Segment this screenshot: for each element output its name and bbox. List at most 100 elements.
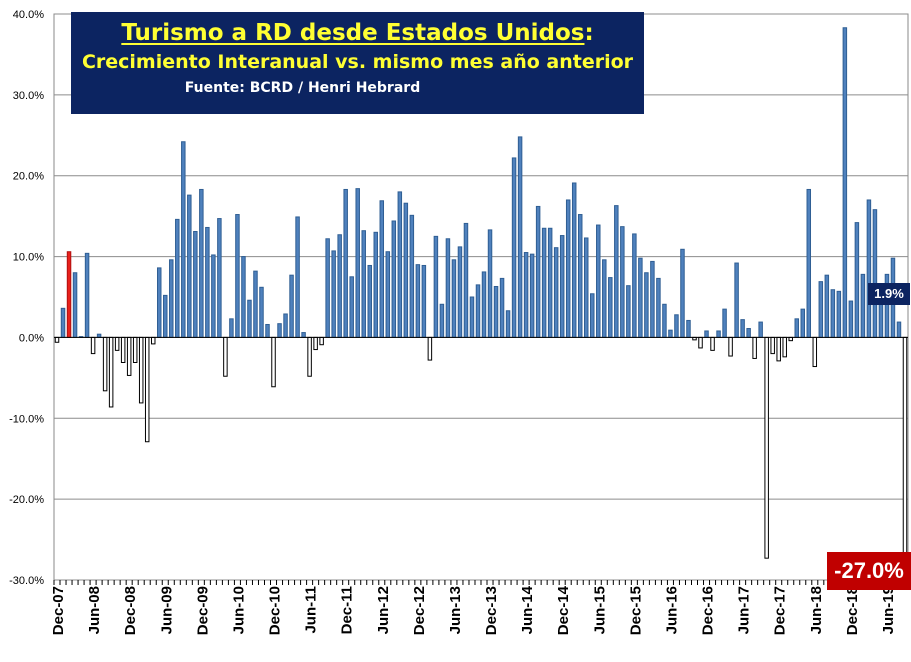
- bar: [229, 318, 234, 338]
- bar: [343, 188, 348, 338]
- bar: [84, 252, 90, 338]
- bar: [319, 336, 324, 346]
- x-tick-label: Jun-08: [86, 586, 103, 634]
- y-axis: -30.0% -20.0% -10.0% 0.0% 10.0% 20.0% 30.0% 40.…: [9, 9, 44, 587]
- y-tick-label: 30.0%: [13, 90, 44, 102]
- bar: [764, 336, 769, 559]
- bar: [517, 136, 523, 338]
- bar: [138, 336, 144, 404]
- bar: [662, 303, 667, 338]
- bar: [505, 310, 511, 338]
- bar: [752, 336, 757, 359]
- x-tick-label: Jun-10: [230, 586, 247, 634]
- bar: [307, 336, 312, 377]
- bar: [433, 235, 439, 338]
- bar: [770, 336, 775, 355]
- chart-title-text: Turismo a RD desde Estados Unidos: [121, 20, 585, 46]
- bar: [409, 214, 415, 338]
- bar: [247, 299, 252, 338]
- bar: [806, 188, 812, 338]
- bar: [710, 336, 715, 351]
- bar: [241, 256, 246, 338]
- bar: [295, 216, 300, 338]
- bar: [271, 336, 276, 388]
- x-tick-label: Jun-17: [736, 586, 753, 634]
- bar: [283, 313, 288, 338]
- bar: [253, 270, 258, 338]
- bar: [602, 259, 607, 338]
- bar: [265, 323, 270, 338]
- bar: [187, 194, 192, 338]
- bar: [481, 271, 487, 338]
- bar: [680, 248, 685, 338]
- bar: [794, 318, 799, 338]
- bar: [854, 222, 860, 338]
- bar: [818, 281, 824, 338]
- x-tick-label: Jun-12: [375, 586, 392, 634]
- y-tick-label: 0.0%: [19, 332, 44, 344]
- bar: [553, 247, 559, 338]
- bar: [120, 336, 126, 363]
- bar: [620, 226, 625, 338]
- bar: [397, 191, 403, 338]
- bar: [698, 336, 703, 349]
- bar: [758, 321, 763, 338]
- bar: [54, 336, 60, 343]
- bar: [301, 332, 306, 338]
- bar: [475, 284, 481, 338]
- bar: [656, 277, 661, 338]
- y-tick-label: -20.0%: [9, 494, 44, 506]
- bar: [559, 235, 565, 338]
- y-tick-label: 10.0%: [13, 252, 44, 264]
- x-tick-label: Dec-17: [772, 586, 789, 635]
- bar: [126, 336, 132, 376]
- bar: [734, 262, 739, 338]
- bar: [565, 199, 571, 338]
- bar: [848, 300, 854, 338]
- bar: [379, 200, 385, 338]
- bar: [439, 303, 445, 338]
- bar: [259, 286, 264, 338]
- bar: [217, 218, 222, 338]
- x-tick-label: Dec-12: [411, 586, 428, 635]
- min-value-callout: -27.0%: [827, 552, 911, 590]
- bar: [596, 224, 601, 338]
- bar: [644, 272, 649, 338]
- bar: [66, 251, 72, 338]
- bar: [529, 253, 535, 338]
- bar: [493, 285, 499, 338]
- bar: [776, 336, 781, 362]
- bar: [577, 214, 583, 338]
- x-tick-label: Dec-15: [627, 586, 644, 635]
- bar: [800, 308, 806, 338]
- bar: [728, 336, 733, 357]
- bar: [547, 227, 553, 338]
- y-tick-label: -10.0%: [9, 413, 44, 425]
- bar: [487, 229, 493, 338]
- bar: [157, 267, 162, 338]
- x-tick-label: Dec-13: [483, 586, 500, 635]
- x-tick-label: Jun-13: [447, 586, 464, 634]
- bar: [403, 202, 409, 338]
- bar: [608, 277, 613, 338]
- x-tick-label: Jun-11: [303, 586, 320, 634]
- bar: [114, 336, 120, 351]
- bar: [674, 314, 679, 338]
- bar: [108, 336, 114, 408]
- bar: [686, 319, 691, 338]
- bar: [211, 254, 216, 338]
- x-tick-label: Jun-16: [663, 586, 680, 634]
- bar: [373, 231, 379, 338]
- bar: [590, 293, 595, 338]
- bar: [223, 336, 228, 377]
- bar: [150, 336, 156, 345]
- bar: [349, 276, 354, 338]
- chart-subtitle: Crecimiento Interanual vs. mismo mes año…: [81, 51, 634, 73]
- bar: [102, 336, 108, 392]
- bar: [451, 259, 457, 338]
- bar: [499, 277, 505, 338]
- bar: [60, 307, 66, 338]
- bar: [313, 336, 318, 351]
- bar: [445, 238, 451, 338]
- x-tick-label: Dec-14: [555, 585, 572, 635]
